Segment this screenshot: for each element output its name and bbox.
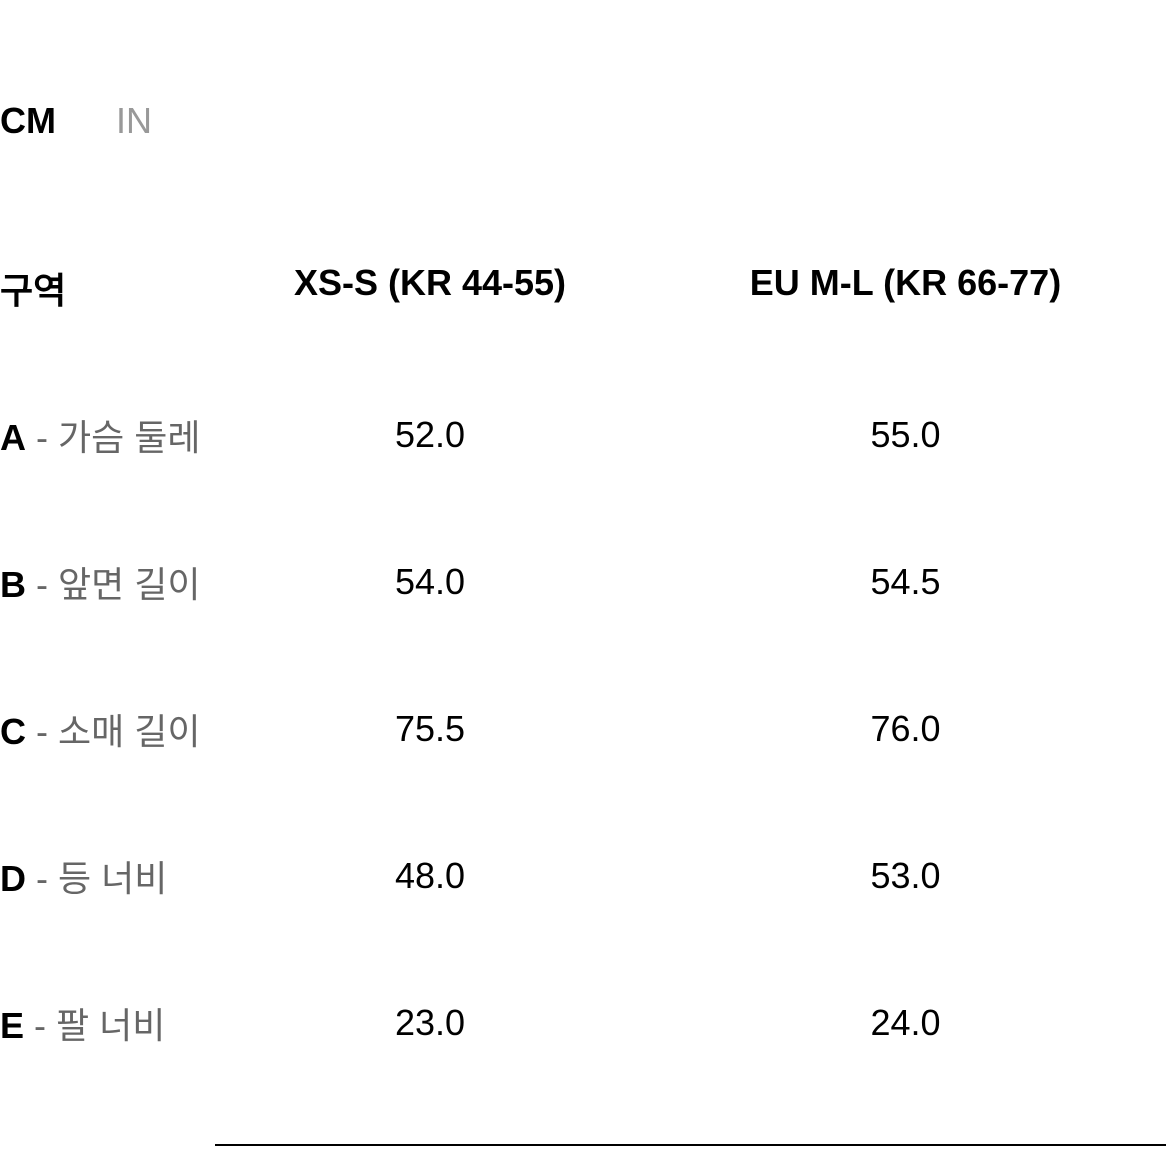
table-row: A - 가슴 둘레 52.0 55.0 — [0, 409, 1166, 461]
row-value: 24.0 — [645, 1002, 1166, 1044]
divider-line — [215, 1144, 1166, 1146]
header-region: 구역 — [0, 262, 215, 314]
header-size2: EU M-L (KR 66-77) — [645, 262, 1166, 314]
row-letter: E — [0, 1005, 24, 1046]
row-label: E - 팔 너비 — [0, 997, 215, 1049]
table-row: C - 소매 길이 75.5 76.0 — [0, 703, 1166, 755]
row-label: A - 가슴 둘레 — [0, 409, 215, 461]
header-size1: XS-S (KR 44-55) — [215, 262, 645, 314]
row-letter: A — [0, 417, 26, 458]
row-value: 76.0 — [645, 708, 1166, 750]
row-value: 53.0 — [645, 855, 1166, 897]
row-desc: - 앞면 길이 — [26, 564, 200, 605]
row-letter: C — [0, 711, 26, 752]
row-value: 75.5 — [215, 708, 645, 750]
row-value: 54.5 — [645, 561, 1166, 603]
row-letter: B — [0, 564, 26, 605]
row-desc: - 소매 길이 — [26, 711, 200, 752]
tab-cm[interactable]: CM — [0, 100, 56, 142]
row-label: B - 앞면 길이 — [0, 556, 215, 608]
row-value: 48.0 — [215, 855, 645, 897]
row-value: 55.0 — [645, 414, 1166, 456]
row-value: 54.0 — [215, 561, 645, 603]
row-label: C - 소매 길이 — [0, 703, 215, 755]
row-desc: - 등 너비 — [26, 858, 167, 899]
tab-in[interactable]: IN — [116, 100, 152, 142]
size-chart-container: CM IN 구역 XS-S (KR 44-55) EU M-L (KR 66-7… — [0, 0, 1166, 1146]
unit-tabs: CM IN — [0, 100, 1166, 142]
row-value: 23.0 — [215, 1002, 645, 1044]
table-row: D - 등 너비 48.0 53.0 — [0, 850, 1166, 902]
size-table: 구역 XS-S (KR 44-55) EU M-L (KR 66-77) A -… — [0, 262, 1166, 1146]
row-value: 52.0 — [215, 414, 645, 456]
row-label: D - 등 너비 — [0, 850, 215, 902]
row-letter: D — [0, 858, 26, 899]
row-desc: - 팔 너비 — [24, 1005, 165, 1046]
row-desc: - 가슴 둘레 — [26, 417, 200, 458]
table-row: E - 팔 너비 23.0 24.0 — [0, 997, 1166, 1049]
table-row: B - 앞면 길이 54.0 54.5 — [0, 556, 1166, 608]
table-header-row: 구역 XS-S (KR 44-55) EU M-L (KR 66-77) — [0, 262, 1166, 314]
